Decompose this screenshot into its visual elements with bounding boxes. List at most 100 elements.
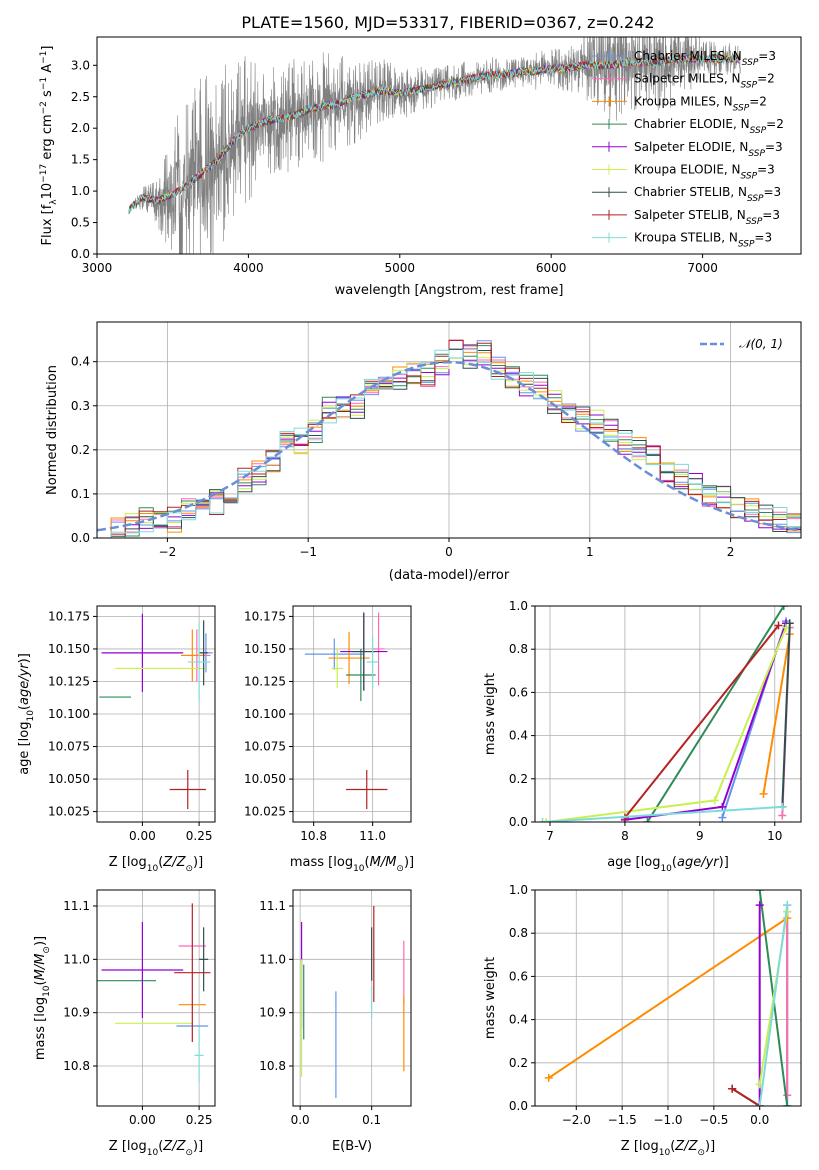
legend-label: 𝒩(0, 1) bbox=[739, 337, 783, 351]
y-tick-label: 11.1 bbox=[63, 899, 90, 913]
weight-marker-4 bbox=[718, 802, 727, 811]
x-tick-label: 10 bbox=[767, 829, 782, 843]
y-tick-label: 10.075 bbox=[244, 740, 286, 754]
weight-marker-8 bbox=[538, 818, 547, 822]
x-tick-label: 9 bbox=[696, 829, 704, 843]
y-tick-label: 1.0 bbox=[509, 599, 528, 613]
legend-label: Chabrier MILES, NSSP=3 bbox=[634, 49, 776, 68]
y-axis-label: mass [log10(M/M⊙)] bbox=[33, 936, 52, 1060]
axes-frame bbox=[96, 889, 216, 1107]
panel-mass-vs-z: 0.00 0.25 10.8 10.9 11.0 11.1 Z [log10(Z/Z⊙)] m… bbox=[33, 889, 216, 1158]
plot-area bbox=[538, 606, 794, 822]
weight-marker-0 bbox=[718, 813, 727, 822]
plot-area bbox=[300, 906, 405, 1098]
y-tick-label: 0.4 bbox=[71, 355, 90, 369]
weight-marker-8 bbox=[783, 901, 792, 910]
legend-label: Salpeter STELIB, NSSP=3 bbox=[634, 208, 780, 227]
y-tick-label: 10.175 bbox=[48, 609, 90, 623]
plot-area bbox=[97, 903, 211, 1082]
x-axis-label: E(B-V) bbox=[332, 1139, 372, 1154]
plot-area bbox=[99, 613, 213, 809]
weight-line-7 bbox=[731, 1087, 761, 1106]
y-tick-label: 10.050 bbox=[48, 772, 90, 786]
legend-label: Kroupa STELIB, NSSP=3 bbox=[634, 231, 772, 250]
legend-label: Salpeter ELODIE, NSSP=3 bbox=[634, 140, 783, 159]
plot-area bbox=[544, 890, 792, 1106]
panel-weight-vs-z: −2.0 −1.5 −1.0 −0.5 0.0 0.0 0.2 0.4 0.6 0.8 1.0 Z [… bbox=[483, 883, 802, 1158]
y-tick-label: 10.075 bbox=[48, 740, 90, 754]
weight-marker-4 bbox=[755, 901, 764, 910]
x-axis-label: (data-model)/error bbox=[389, 568, 510, 583]
y-tick-label: 0.0 bbox=[509, 815, 528, 829]
x-axis-label: Z [log10(Z/Z⊙)] bbox=[109, 1139, 203, 1158]
weight-marker-5 bbox=[710, 796, 719, 805]
x-tick-label: 7 bbox=[546, 829, 554, 843]
x-tick-label: −0.5 bbox=[699, 1113, 728, 1127]
weight-marker-7 bbox=[774, 621, 783, 630]
y-tick-label: 0.0 bbox=[71, 247, 90, 261]
weight-marker-3 bbox=[779, 606, 788, 610]
y-tick-label: 10.150 bbox=[244, 642, 286, 656]
y-tick-label: 0.1 bbox=[71, 487, 90, 501]
y-tick-label: 0.8 bbox=[509, 926, 528, 940]
y-tick-label: 10.9 bbox=[63, 1006, 90, 1020]
y-tick-label: 0.5 bbox=[71, 216, 90, 230]
legend-label: Chabrier ELODIE, NSSP=2 bbox=[634, 117, 784, 136]
y-tick-label: 10.100 bbox=[244, 707, 286, 721]
y-tick-label: 10.050 bbox=[244, 772, 286, 786]
weight-marker-3 bbox=[783, 1102, 792, 1106]
y-tick-label: 0.0 bbox=[71, 531, 90, 545]
weight-marker-3 bbox=[643, 818, 652, 822]
y-tick-label: 1.0 bbox=[71, 184, 90, 198]
weight-line-2 bbox=[548, 917, 788, 1079]
weight-marker-6 bbox=[785, 619, 794, 628]
weight-line-2 bbox=[762, 633, 791, 795]
y-tick-label: 10.150 bbox=[48, 642, 90, 656]
y-tick-label: 0.2 bbox=[71, 443, 90, 457]
axes-frame bbox=[96, 605, 216, 823]
x-axis-label: Z [log10(Z/Z⊙)] bbox=[109, 855, 203, 874]
x-tick-label: −1.5 bbox=[608, 1113, 637, 1127]
x-tick-label: 0.1 bbox=[362, 1113, 381, 1127]
y-tick-label: 10.175 bbox=[244, 609, 286, 623]
x-tick-label: 5000 bbox=[385, 261, 416, 275]
normal-curve bbox=[97, 360, 799, 532]
x-tick-label: 1 bbox=[586, 545, 594, 559]
x-tick-label: 4000 bbox=[233, 261, 264, 275]
y-tick-label: 11.0 bbox=[63, 952, 90, 966]
y-tick-label: 0.2 bbox=[509, 1056, 528, 1070]
panel-spectrum: 3000 4000 5000 6000 7000 0.0 0.5 1.0 1.5 2.0 2.5 3.… bbox=[39, 36, 802, 298]
x-axis-label: age [log10(age/yr)] bbox=[607, 855, 729, 874]
y-tick-label: 10.8 bbox=[259, 1059, 286, 1073]
axes-frame bbox=[96, 36, 802, 255]
weight-marker-7 bbox=[728, 1084, 737, 1093]
weight-marker-2 bbox=[544, 1073, 553, 1082]
y-tick-label: 11.1 bbox=[259, 899, 286, 913]
panel-mass-vs-ebv: 0.0 0.1 10.8 10.9 11.0 11.1 E(B-V) bbox=[259, 889, 412, 1154]
weight-marker-1 bbox=[778, 811, 787, 820]
y-tick-label: 11.0 bbox=[259, 952, 286, 966]
y-tick-label: 10.025 bbox=[244, 805, 286, 819]
legend-label: Salpeter MILES, NSSP=2 bbox=[634, 72, 775, 91]
x-tick-label: 0.0 bbox=[291, 1113, 310, 1127]
figure-title: PLATE=1560, MJD=53317, FIBERID=0367, z=0… bbox=[241, 13, 654, 32]
x-tick-label: 0.25 bbox=[186, 829, 213, 843]
x-tick-label: −1 bbox=[299, 545, 317, 559]
x-tick-label: −2.0 bbox=[562, 1113, 591, 1127]
axes-frame bbox=[292, 889, 412, 1107]
y-tick-label: 0.2 bbox=[509, 772, 528, 786]
model-line-8 bbox=[128, 54, 741, 214]
y-axis-label: age [log10(age/yr)] bbox=[17, 653, 36, 775]
x-tick-label: 2 bbox=[727, 545, 735, 559]
x-tick-label: 0.00 bbox=[129, 829, 156, 843]
weight-marker-8 bbox=[778, 802, 787, 811]
y-tick-label: 10.100 bbox=[48, 707, 90, 721]
legend-label: Chabrier STELIB, NSSP=3 bbox=[634, 185, 781, 204]
x-tick-label: 10.8 bbox=[300, 829, 327, 843]
weight-line-4 bbox=[624, 622, 787, 821]
weight-marker-3 bbox=[755, 890, 764, 894]
y-tick-label: 2.5 bbox=[71, 90, 90, 104]
weight-marker-2 bbox=[759, 789, 768, 798]
legend-label: Kroupa ELODIE, NSSP=3 bbox=[634, 163, 775, 182]
plot-area bbox=[128, 37, 741, 254]
